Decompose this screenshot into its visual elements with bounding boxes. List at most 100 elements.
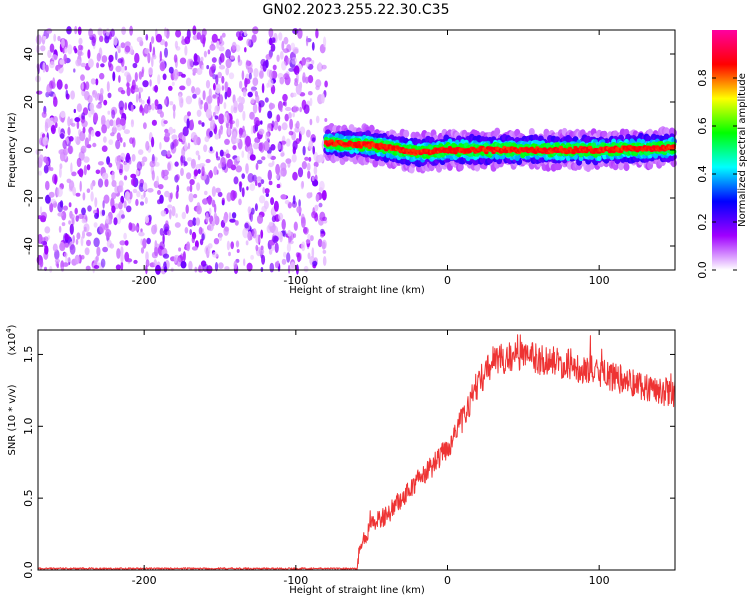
spectrogram-cell <box>306 129 311 138</box>
spectrogram-cell <box>52 116 58 124</box>
spectrogram-cell <box>265 192 269 197</box>
spectrogram-cell <box>276 54 280 62</box>
spectrogram-cell <box>268 221 273 227</box>
spectrogram-cell <box>49 202 54 213</box>
spectrogram-cell <box>74 207 78 215</box>
spectrogram-cell <box>134 52 140 64</box>
spectrogram-cell <box>313 166 318 175</box>
spectrogram-cell <box>45 64 49 73</box>
spectrogram-cell <box>288 67 295 72</box>
spectrogram-cell <box>173 255 178 264</box>
spectrogram-cell <box>95 255 99 262</box>
spectrogram-cell <box>224 138 230 145</box>
spectrogram-cell <box>163 265 168 273</box>
spectrogram-cell <box>196 109 202 118</box>
spectrogram-cell <box>287 264 291 274</box>
spectrogram-cell <box>145 251 149 262</box>
spectrogram-cell <box>315 28 319 39</box>
spectrogram-cell <box>59 133 65 139</box>
spectrogram-cell <box>275 174 279 179</box>
spectrogram-cell <box>119 185 124 193</box>
spectrogram-cell <box>157 103 163 111</box>
spectrogram-cell <box>284 113 289 122</box>
spectrogram-cell <box>164 41 168 48</box>
snr-frame <box>37 329 676 571</box>
spectrogram-cell <box>201 165 205 177</box>
spectrogram-cell <box>307 170 311 179</box>
spectrogram-cell <box>68 202 72 208</box>
spectrogram-cell <box>164 47 168 58</box>
spectrogram-cell <box>90 191 94 202</box>
spectrogram-cell <box>202 198 209 205</box>
spectrogram-cell <box>55 64 61 70</box>
spectrogram-cell <box>83 156 90 163</box>
spectrogram-cell <box>92 142 97 148</box>
spectrogram-cell <box>299 106 303 113</box>
spectrogram-cell <box>128 159 132 165</box>
spectrogram-cell <box>263 140 270 152</box>
spectrogram-cell <box>217 191 223 198</box>
x-tick-label: 100 <box>589 274 610 287</box>
spectrogram-cell <box>201 233 205 241</box>
spectrogram-cell <box>132 188 138 194</box>
spectrogram-cell <box>187 142 191 150</box>
spectrogram-cell <box>218 113 225 125</box>
spectrogram-cell <box>60 110 66 118</box>
spectrogram-cell <box>271 215 277 223</box>
spectrogram-cell <box>129 25 134 36</box>
spectrogram-cell <box>185 77 192 87</box>
spectrogram-cell <box>152 54 157 60</box>
y-tick-label: 0.5 <box>22 489 35 507</box>
spectrogram-cell <box>130 119 134 128</box>
colorbar-axes: 0.0 0.2 0.4 0.6 0.8 <box>696 69 737 279</box>
spectrogram-cell <box>168 85 173 91</box>
spectrogram-cell <box>319 180 325 191</box>
spectrogram-cell <box>208 67 214 77</box>
spectrogram-cell <box>226 192 232 202</box>
spectrogram-cell <box>178 93 182 103</box>
snr-background <box>38 330 675 570</box>
spectrogram-cell <box>99 223 105 234</box>
spectrogram-cell <box>155 33 162 43</box>
spectrogram-cell <box>119 168 123 174</box>
spectrogram-cell <box>188 193 194 203</box>
spectrogram-cell <box>191 231 197 240</box>
spectrogram-cell <box>113 36 118 46</box>
spectrogram-cell <box>198 120 202 125</box>
spectrogram-cell <box>267 169 272 181</box>
spectrogram-cell <box>320 233 325 238</box>
spectrogram-cell <box>235 138 240 144</box>
spectrogram-cell <box>197 154 201 161</box>
colorbar: 0.0 0.2 0.4 0.6 0.8 Normalized spectral ampl… <box>696 30 748 279</box>
spectrogram-cell <box>86 232 92 237</box>
spectrogram-cell <box>60 266 65 272</box>
spectrogram-cell <box>301 180 305 188</box>
spectrogram-cell <box>57 212 64 217</box>
spectrogram-cell <box>218 162 223 169</box>
spectrogram-cell <box>149 160 156 168</box>
spectrogram-cell <box>213 83 216 91</box>
spectrogram-cell <box>253 116 260 128</box>
spectrogram-cell <box>197 168 201 174</box>
spectrogram-cell <box>270 144 276 151</box>
spectrogram-cell <box>215 151 219 159</box>
spectrogram-cell <box>43 164 49 174</box>
spectrogram-cell <box>164 190 170 198</box>
spectrogram-cell <box>104 178 109 188</box>
spectrogram-cell <box>95 169 101 175</box>
spectrogram-cell <box>63 252 68 258</box>
colorbar-tick-label: 0.4 <box>696 165 709 183</box>
spectrogram-cell <box>57 35 61 42</box>
spectrogram-cell <box>194 87 201 96</box>
spectrogram-cell <box>221 32 226 38</box>
spectrogram-cell <box>156 175 159 185</box>
spectrogram-cell <box>280 107 283 113</box>
spectrogram-cell <box>272 64 277 71</box>
spectrogram-cell <box>168 126 174 135</box>
spectrogram-cell <box>96 246 101 257</box>
spectrogram-cell <box>136 191 141 198</box>
spectrogram-cell <box>309 118 313 126</box>
spectrogram-cell <box>59 242 66 252</box>
spectrogram-cell <box>81 120 88 128</box>
x-tick-label: -100 <box>283 274 308 287</box>
